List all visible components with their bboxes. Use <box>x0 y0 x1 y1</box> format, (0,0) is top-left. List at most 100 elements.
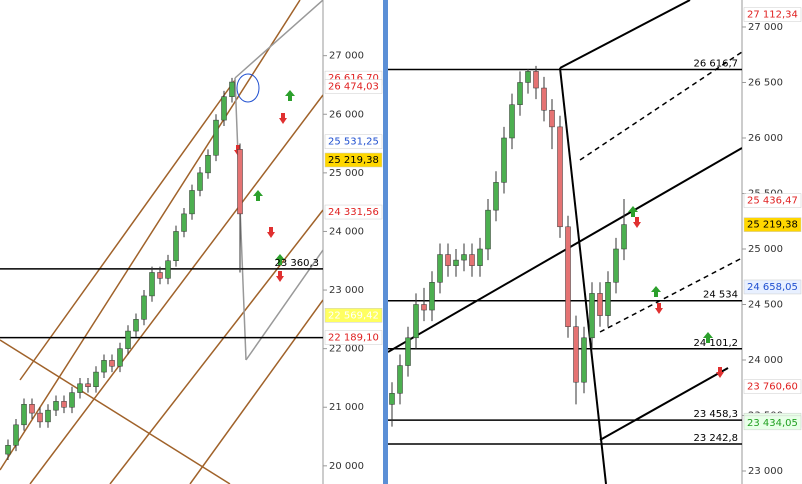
candle-body <box>181 213 187 232</box>
y-tick-label: 28 000 <box>329 0 364 3</box>
candle-body <box>5 445 11 455</box>
price-tag-label: 25 219,38 <box>328 155 379 166</box>
candle-body <box>101 360 107 373</box>
candle-body <box>589 293 595 339</box>
price-tag-label: 24 331,56 <box>328 207 379 218</box>
price-tag-label: 26 474,03 <box>328 81 379 92</box>
price-tag <box>743 7 802 22</box>
candle-body <box>157 272 163 279</box>
y-tick-label: 24 000 <box>748 355 783 366</box>
y-tick-label: 26 000 <box>748 133 783 144</box>
candle-body <box>237 149 243 215</box>
candle-body <box>597 293 603 316</box>
price-tag-label: 26 616,70 <box>328 73 379 84</box>
candle-body <box>613 248 619 283</box>
price-tag-label: 25 219,38 <box>747 220 798 231</box>
signal-arrows <box>628 206 724 378</box>
price-tag-label: 24 658,05 <box>747 282 798 293</box>
candle-body <box>477 248 483 266</box>
candle-body <box>221 96 227 121</box>
price-tag-label: 25 436,47 <box>747 196 798 207</box>
y-tick-label: 27 000 <box>329 51 364 62</box>
y-tick-label: 20 000 <box>329 461 364 472</box>
level-label: 26 616,7 <box>693 59 738 70</box>
highlight-circle <box>236 73 260 103</box>
candle-body <box>149 272 155 297</box>
candle-body <box>565 226 571 327</box>
candle-body <box>405 337 411 366</box>
level-label: 24 534 <box>703 290 738 301</box>
y-tick-label: 27 000 <box>748 22 783 33</box>
candle-body <box>549 109 555 128</box>
price-tag <box>324 204 383 220</box>
candle-body <box>501 137 507 183</box>
y-tick-label: 22 000 <box>329 344 364 355</box>
price-tag <box>743 279 802 295</box>
candle-body <box>37 412 43 423</box>
trend-lines <box>388 0 742 484</box>
candle-body <box>197 172 203 191</box>
candle-body <box>29 404 35 414</box>
candle-body <box>189 190 195 215</box>
level-label: 23 360,3 <box>274 258 319 269</box>
candle-body <box>85 383 91 387</box>
level-label: 23 458,3 <box>693 409 738 420</box>
y-tick-label: 25 000 <box>329 168 364 179</box>
level-label: 23 242,8 <box>693 433 738 444</box>
candle-body <box>621 224 627 250</box>
candle-body <box>229 81 235 97</box>
candle-body <box>557 126 563 228</box>
candle-body <box>117 348 123 367</box>
candle-body <box>133 319 139 332</box>
price-tag-label: 23 434,05 <box>747 418 798 429</box>
candle-body <box>453 259 459 266</box>
candle-body <box>213 119 219 156</box>
candle-body <box>165 260 171 279</box>
candle-body <box>485 209 491 250</box>
price-tag-label: 22 189,10 <box>328 333 379 344</box>
candle-body <box>13 424 19 446</box>
level-label: 24 101,2 <box>693 338 738 349</box>
candle-body <box>77 383 83 393</box>
right-panel: 26 616,7 24 534 24 101,2 23 458,3 23 242,8 <box>388 0 742 484</box>
candle-body <box>437 254 443 283</box>
candle-body <box>461 254 467 261</box>
price-tag-label: 23 760,60 <box>747 382 798 393</box>
left-panel: 23 360,3 <box>0 0 323 484</box>
candle-body <box>517 82 523 105</box>
candle-body <box>93 371 99 387</box>
y-tick-label: 23 000 <box>329 285 364 296</box>
y-tick-label: 23 000 <box>748 466 783 477</box>
candle-body <box>445 254 451 266</box>
price-tag <box>324 79 383 94</box>
candle-body <box>509 104 515 139</box>
candle-body <box>469 254 475 266</box>
price-tag <box>743 415 802 431</box>
candle-body <box>45 409 51 423</box>
candle-body <box>429 282 435 311</box>
candle-body <box>109 360 115 367</box>
candle-body <box>397 365 403 394</box>
candle-body <box>493 182 499 211</box>
candle-body <box>421 304 427 311</box>
candle-body <box>69 392 75 408</box>
candle-body <box>541 87 547 111</box>
price-tag-label: 27 112,34 <box>747 10 798 21</box>
trend-lines <box>0 0 323 484</box>
candle-body <box>53 401 59 411</box>
price-tag <box>324 134 383 149</box>
price-tag <box>743 379 802 394</box>
candle-body <box>581 337 587 383</box>
splitter[interactable] <box>383 0 388 484</box>
y-tick-label: 26 500 <box>748 77 783 88</box>
candle-body <box>125 330 131 349</box>
candle-body <box>413 304 419 339</box>
y-tick-label: 26 000 <box>329 109 364 120</box>
candle-body <box>205 155 211 174</box>
price-tag <box>324 308 383 323</box>
y-tick-label: 24 500 <box>748 299 783 310</box>
candle-body <box>389 393 395 405</box>
price-tag <box>324 152 383 168</box>
